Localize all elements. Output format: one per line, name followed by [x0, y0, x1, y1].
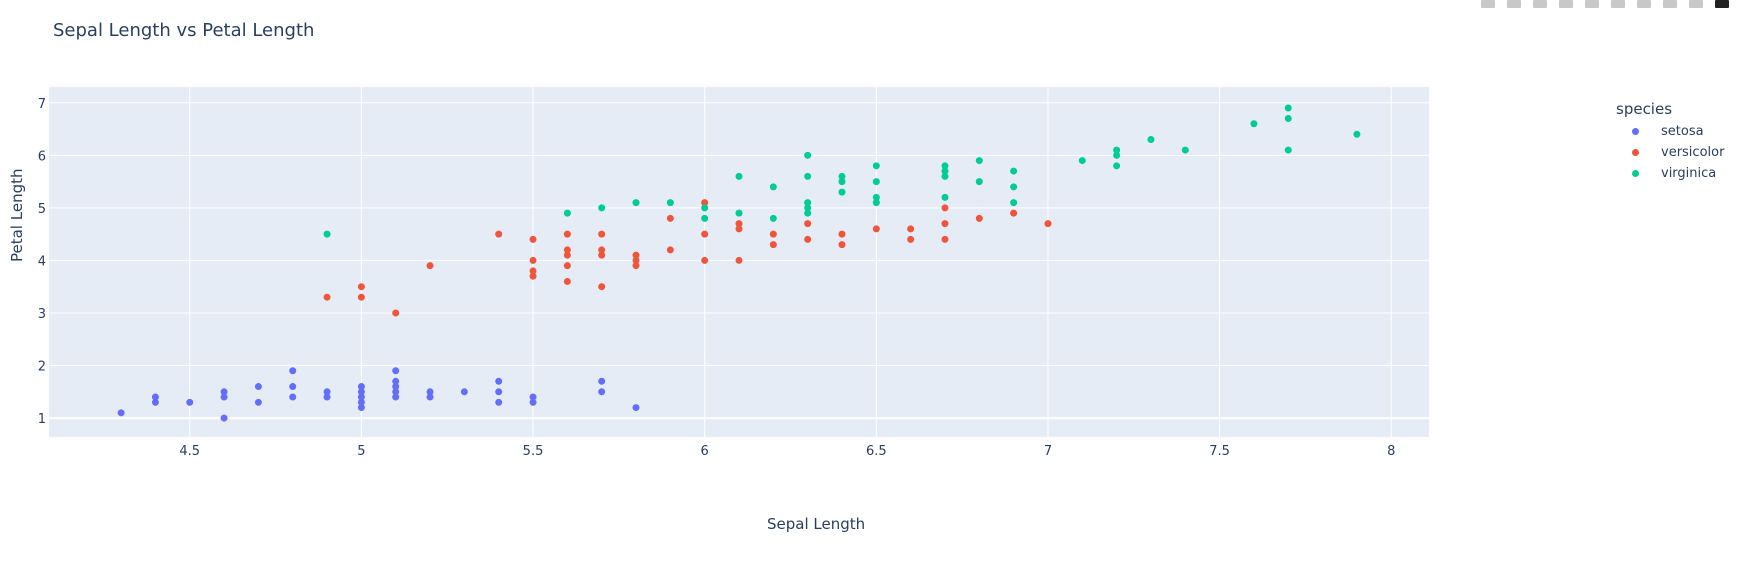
zoom-in-icon[interactable]: [1611, 0, 1625, 8]
reset-axes-icon[interactable]: [1689, 0, 1703, 8]
svg-text:7: 7: [38, 97, 46, 112]
legend-item-versicolor[interactable]: versicolor: [1616, 142, 1724, 163]
svg-text:2: 2: [38, 360, 46, 375]
legend-label: versicolor: [1661, 145, 1725, 160]
svg-text:8: 8: [1387, 444, 1395, 459]
zoom-out-icon[interactable]: [1637, 0, 1651, 8]
virginica-marker-icon: [1632, 170, 1639, 177]
modebar-toolbar: [1481, 0, 1737, 8]
legend-title: species: [1616, 100, 1673, 118]
svg-text:5.5: 5.5: [523, 444, 544, 459]
svg-text:7.5: 7.5: [1209, 444, 1230, 459]
versicolor-marker-icon: [1632, 149, 1639, 156]
gridlines: [49, 87, 1429, 437]
zoom-icon[interactable]: [1507, 0, 1521, 8]
svg-text:6: 6: [701, 444, 709, 459]
legend: species setosa versicolor virginica: [1616, 100, 1724, 184]
lasso-select-icon[interactable]: [1585, 0, 1599, 8]
camera-icon[interactable]: [1481, 0, 1495, 8]
autoscale-icon[interactable]: [1663, 0, 1677, 8]
svg-text:4: 4: [38, 254, 46, 269]
box-select-icon[interactable]: [1559, 0, 1573, 8]
legend-item-virginica[interactable]: virginica: [1616, 163, 1724, 184]
svg-text:3: 3: [38, 307, 46, 322]
legend-label: setosa: [1661, 124, 1704, 139]
data-points: [117, 104, 1361, 422]
svg-text:6.5: 6.5: [866, 444, 887, 459]
svg-text:5: 5: [38, 202, 46, 217]
y-axis-label: Petal Length: [8, 168, 26, 263]
plotly-logo-icon[interactable]: [1715, 0, 1729, 8]
svg-text:1: 1: [38, 412, 46, 427]
legend-label: virginica: [1661, 166, 1717, 181]
svg-text:7: 7: [1044, 444, 1052, 459]
legend-item-setosa[interactable]: setosa: [1616, 121, 1724, 142]
svg-text:6: 6: [38, 149, 46, 164]
x-axis-label: Sepal Length: [767, 515, 866, 533]
setosa-marker-icon: [1632, 128, 1639, 135]
x-axis-ticks: 4.5 5 5.5 6 6.5 7 7.5 8: [179, 444, 1395, 459]
pan-icon[interactable]: [1533, 0, 1547, 8]
y-axis-ticks: 1 2 3 4 5 6 7: [38, 97, 46, 427]
svg-text:5: 5: [357, 444, 365, 459]
chart-title: Sepal Length vs Petal Length: [53, 20, 315, 41]
svg-text:4.5: 4.5: [179, 444, 200, 459]
